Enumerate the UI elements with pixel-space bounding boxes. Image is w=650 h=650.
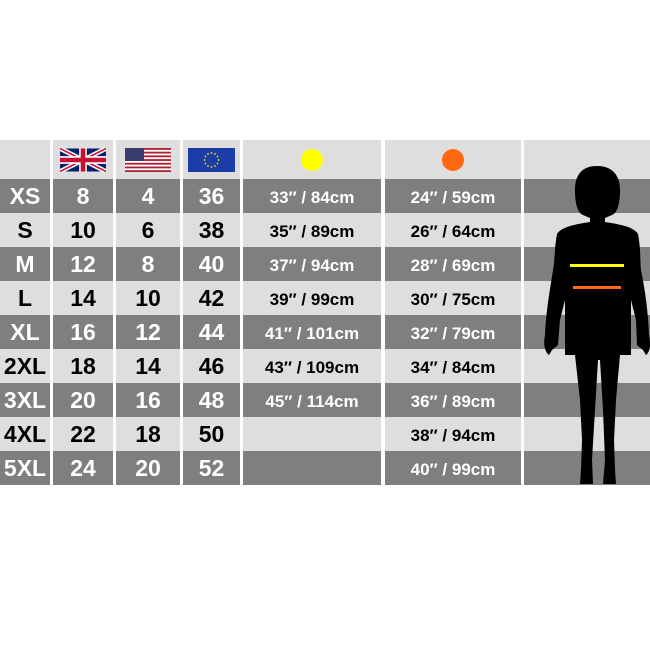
waist-color-dot — [442, 148, 464, 171]
cell-size: M — [0, 247, 50, 281]
uk-header — [53, 140, 113, 179]
eu-header — [183, 140, 240, 179]
bust-color-dot — [301, 148, 323, 171]
uk-column: 8 10 12 14 16 18 20 22 24 — [53, 140, 113, 485]
cell-size: XL — [0, 315, 50, 349]
cell-uk: 18 — [53, 349, 113, 383]
cell-waist: 24″ / 59cm — [385, 179, 521, 213]
female-silhouette-icon — [544, 166, 650, 484]
cell-uk: 14 — [53, 281, 113, 315]
cell-us: 12 — [116, 315, 180, 349]
cell-uk: 24 — [53, 451, 113, 485]
waist-line — [573, 286, 621, 289]
cell-eu: 46 — [183, 349, 240, 383]
cell-waist: 34″ / 84cm — [385, 349, 521, 383]
cell-waist: 38″ / 94cm — [385, 417, 521, 451]
cell-bust: 43″ / 109cm — [243, 349, 381, 383]
cell-eu: 36 — [183, 179, 240, 213]
cell-size: 5XL — [0, 451, 50, 485]
bust-line — [570, 264, 624, 267]
cell-bust — [243, 451, 381, 485]
eu-column: 36 38 40 42 44 46 48 50 52 — [183, 140, 240, 485]
size-header — [0, 140, 50, 179]
cell-bust: 35″ / 89cm — [243, 213, 381, 247]
waist-column: 24″ / 59cm 26″ / 64cm 28″ / 69cm 30″ / 75cm… — [385, 140, 521, 485]
cell-eu: 44 — [183, 315, 240, 349]
bust-column: 33″ / 84cm 35″ / 89cm 37″ / 94cm 39″ / 99cm… — [243, 140, 381, 485]
cell-uk: 8 — [53, 179, 113, 213]
cell-bust: 33″ / 84cm — [243, 179, 381, 213]
cell-bust — [243, 417, 381, 451]
cell-us: 10 — [116, 281, 180, 315]
cell-waist: 40″ / 99cm — [385, 451, 521, 485]
cell-size: S — [0, 213, 50, 247]
cell-eu: 52 — [183, 451, 240, 485]
cell-eu: 40 — [183, 247, 240, 281]
cell-size: 2XL — [0, 349, 50, 383]
cell-us: 14 — [116, 349, 180, 383]
cell-waist: 32″ / 79cm — [385, 315, 521, 349]
cell-us: 6 — [116, 213, 180, 247]
us-column: 4 6 8 10 12 14 16 18 20 — [116, 140, 180, 485]
cell-uk: 22 — [53, 417, 113, 451]
cell-us: 8 — [116, 247, 180, 281]
us-flag-icon — [125, 147, 171, 172]
cell-uk: 20 — [53, 383, 113, 417]
cell-waist: 36″ / 89cm — [385, 383, 521, 417]
eu-flag-icon — [188, 147, 235, 172]
cell-size: L — [0, 281, 50, 315]
cell-eu: 38 — [183, 213, 240, 247]
cell-eu: 50 — [183, 417, 240, 451]
cell-size: XS — [0, 179, 50, 213]
cell-eu: 48 — [183, 383, 240, 417]
cell-waist: 30″ / 75cm — [385, 281, 521, 315]
cell-bust: 41″ / 101cm — [243, 315, 381, 349]
cell-uk: 10 — [53, 213, 113, 247]
cell-waist: 26″ / 64cm — [385, 213, 521, 247]
cell-uk: 12 — [53, 247, 113, 281]
cell-eu: 42 — [183, 281, 240, 315]
cell-bust: 45″ / 114cm — [243, 383, 381, 417]
cell-us: 4 — [116, 179, 180, 213]
uk-flag-icon — [60, 147, 106, 172]
cell-uk: 16 — [53, 315, 113, 349]
cell-bust: 39″ / 99cm — [243, 281, 381, 315]
us-header — [116, 140, 180, 179]
cell-size: 4XL — [0, 417, 50, 451]
size-column: XS S M L XL 2XL 3XL 4XL 5XL — [0, 140, 50, 485]
bust-header — [243, 140, 381, 179]
cell-us: 18 — [116, 417, 180, 451]
cell-us: 16 — [116, 383, 180, 417]
waist-header — [385, 140, 521, 179]
cell-waist: 28″ / 69cm — [385, 247, 521, 281]
cell-us: 20 — [116, 451, 180, 485]
figure-column — [524, 140, 650, 485]
cell-bust: 37″ / 94cm — [243, 247, 381, 281]
cell-size: 3XL — [0, 383, 50, 417]
